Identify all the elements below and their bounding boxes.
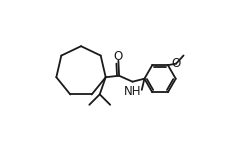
Text: O: O bbox=[172, 57, 181, 70]
Text: NH: NH bbox=[124, 85, 141, 98]
Text: O: O bbox=[114, 50, 123, 63]
